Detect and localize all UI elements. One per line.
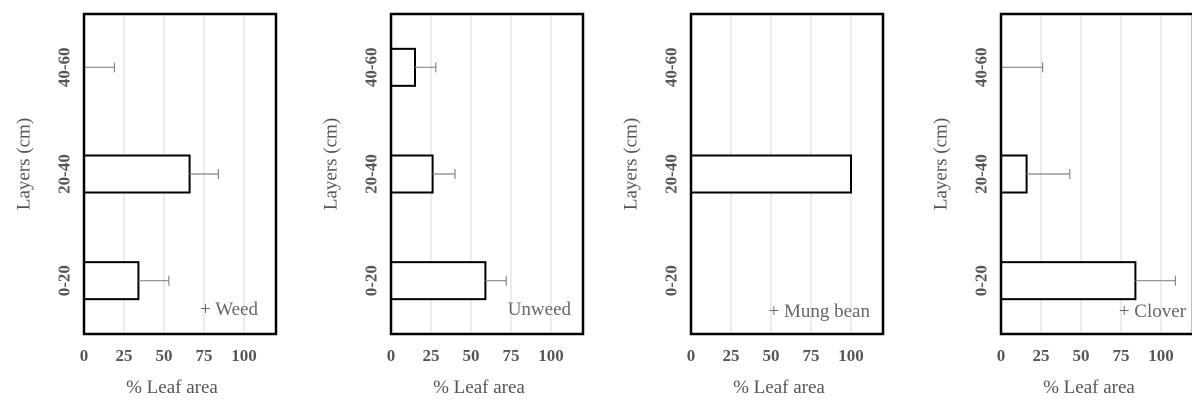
chart-panel-4: 0-20 20-40 40-60 0 25 50 75 100 % Leaf area Layer… xyxy=(931,12,1192,398)
x-tick-label: 50 xyxy=(763,346,780,365)
x-tick-label: 75 xyxy=(803,346,820,365)
x-tick-label: 25 xyxy=(723,346,740,365)
x-tick-label: 0 xyxy=(687,346,696,365)
chart-panel-2: 0-20 20-40 40-60 0 25 50 75 100 % Leaf area Layer… xyxy=(321,12,585,398)
x-tick-label: 0 xyxy=(80,346,89,365)
bar-20-40 xyxy=(390,154,434,194)
treatment-label: + Clover xyxy=(1119,301,1187,322)
y-tick-label: 40-60 xyxy=(55,47,74,87)
bar-20-40 xyxy=(1000,154,1028,194)
y-tick-label: 0-20 xyxy=(662,265,681,296)
bar-0-20 xyxy=(83,261,140,301)
y-axis-label: Layers (cm) xyxy=(931,118,952,210)
x-tick-label: 0 xyxy=(997,346,1006,365)
x-tick-label: 50 xyxy=(1073,346,1090,365)
y-axis-label: Layers (cm) xyxy=(14,118,35,210)
y-tick-label: 0-20 xyxy=(972,265,991,296)
y-axis-label: Layers (cm) xyxy=(621,118,642,210)
y-tick-label: 20-40 xyxy=(55,154,74,194)
x-tick-label: 100 xyxy=(838,346,864,365)
x-axis-label: % Leaf area xyxy=(433,377,525,398)
x-tick-label: 25 xyxy=(1033,346,1050,365)
chart-panel-3: 0-20 20-40 40-60 0 25 50 75 100 % Leaf area Layer… xyxy=(621,12,885,398)
x-tick-label: 100 xyxy=(538,346,564,365)
x-tick-label: 0 xyxy=(387,346,396,365)
plot-frame xyxy=(389,12,585,336)
bar-0-20 xyxy=(390,261,487,301)
x-axis-label: % Leaf area xyxy=(1043,377,1135,398)
y-axis-label: Layers (cm) xyxy=(321,118,342,210)
y-tick-label: 0-20 xyxy=(55,265,74,296)
x-axis-label: % Leaf area xyxy=(733,377,825,398)
y-tick-label: 40-60 xyxy=(362,47,381,87)
y-tick-label: 40-60 xyxy=(972,47,991,87)
x-tick-label: 50 xyxy=(156,346,173,365)
plot-frame xyxy=(999,12,1192,336)
y-tick-label: 20-40 xyxy=(662,154,681,194)
x-tick-label: 75 xyxy=(503,346,520,365)
bar-20-40 xyxy=(83,154,191,194)
x-tick-label: 25 xyxy=(423,346,440,365)
treatment-label: Unweed xyxy=(508,299,572,320)
chart-panel-1: 0-20 20-40 40-60 0 25 50 75 100 % Leaf area Layer… xyxy=(14,12,278,398)
plot-frame xyxy=(689,12,885,336)
x-tick-label: 100 xyxy=(1148,346,1174,365)
y-tick-label: 40-60 xyxy=(662,47,681,87)
bar-40-60 xyxy=(390,47,416,87)
y-tick-label: 20-40 xyxy=(972,154,991,194)
treatment-label: + Mung bean xyxy=(769,301,871,322)
y-tick-label: 20-40 xyxy=(362,154,381,194)
treatment-label: + Weed xyxy=(200,299,258,320)
bar-20-40 xyxy=(690,154,852,194)
x-tick-label: 50 xyxy=(463,346,480,365)
x-tick-label: 100 xyxy=(231,346,257,365)
x-tick-label: 75 xyxy=(1113,346,1130,365)
bar-0-20 xyxy=(1000,261,1137,301)
x-axis-label: % Leaf area xyxy=(126,377,218,398)
x-tick-label: 25 xyxy=(116,346,133,365)
y-tick-label: 0-20 xyxy=(362,265,381,296)
plot-frame xyxy=(82,12,278,336)
x-tick-label: 75 xyxy=(196,346,213,365)
